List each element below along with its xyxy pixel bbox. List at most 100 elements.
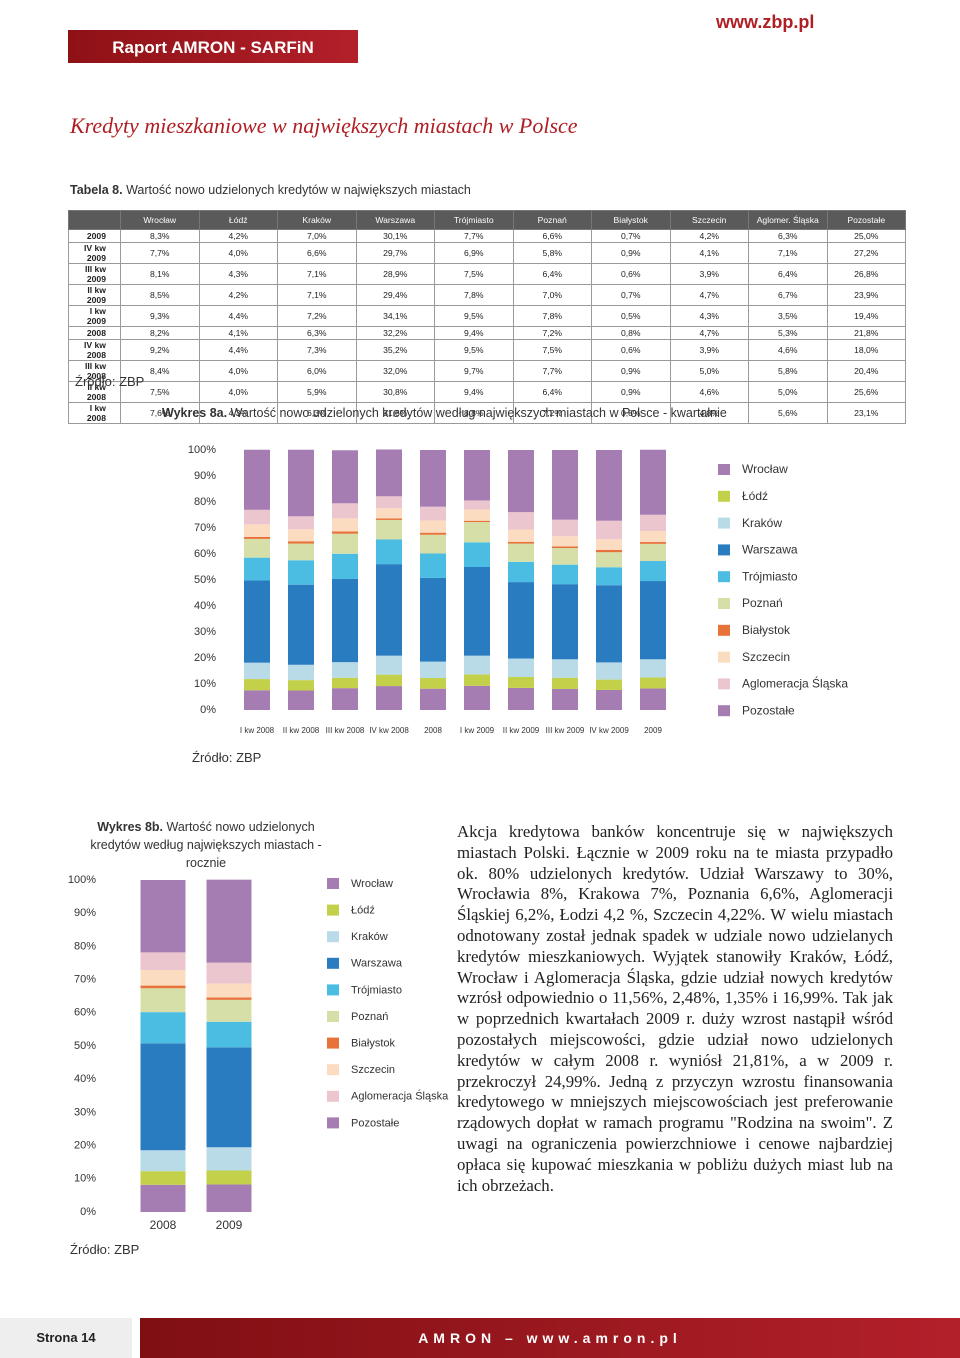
y-tick-label: 30% (74, 1106, 96, 1118)
bar-segment (332, 533, 358, 554)
legend-label: Łódź (742, 489, 768, 503)
legend-label: Poznań (351, 1011, 388, 1023)
bar-segment (420, 450, 446, 507)
legend-label: Poznań (742, 596, 783, 610)
cell: 6,3% (277, 402, 357, 425)
bar-segment (244, 509, 270, 525)
bar-segment (288, 449, 314, 517)
legend-swatch (718, 624, 730, 636)
bar-segment (640, 688, 666, 710)
bar-segment (332, 688, 358, 710)
body-text: Akcja kredytowa banków koncentruje się w… (457, 822, 893, 1195)
bar-segment (640, 531, 666, 543)
legend-swatch (718, 651, 730, 663)
bar-segment (464, 522, 490, 543)
bar-segment (332, 578, 358, 663)
y-tick-label: 40% (194, 600, 216, 612)
bar-segment (376, 564, 402, 656)
bar-segment (206, 962, 252, 984)
x-tick-label: IV kw 2008 (369, 726, 409, 735)
y-tick-label: 80% (194, 496, 216, 508)
legend-swatch (718, 598, 730, 609)
bar-segment (376, 655, 402, 675)
y-tick-label: 60% (74, 1007, 96, 1019)
x-tick-label: II kw 2009 (503, 726, 540, 735)
table-row: III kw 2008 8,4% 4,0% 6,0% 32,0% 9,7% 7,7% 0,9%… (68, 360, 906, 383)
cell: 18,0% (826, 339, 906, 362)
bar-segment (244, 580, 270, 663)
bar-segment (376, 518, 402, 520)
bar-segment (332, 518, 358, 532)
cell: 21,8% (826, 326, 906, 341)
cell: 7,2% (512, 402, 592, 425)
bar-segment (288, 664, 314, 681)
legend-label: Aglomeracja Śląska (742, 676, 848, 691)
bar-segment (288, 543, 314, 561)
bar-segment (206, 1047, 252, 1148)
y-tick-label: 20% (194, 652, 216, 664)
bar-segment (508, 512, 534, 530)
bar-segment (464, 509, 490, 521)
bar-segment (244, 557, 270, 581)
chart-title-label: Wykres 8a. (162, 406, 228, 420)
bar-segment (596, 662, 622, 680)
chart-title: Wykres 8a. Wartość nowo udzielonych kred… (162, 406, 727, 420)
x-tick-label: IV kw 2009 (589, 726, 629, 735)
x-tick-label: 2009 (644, 726, 662, 735)
bar-segment (420, 577, 446, 662)
row-label: I kw 2009 (68, 305, 121, 328)
bar-segment (464, 520, 490, 523)
column-header: Kraków (277, 210, 357, 230)
caption-text: Wartość nowo udzielonych kredytów w najw… (126, 183, 471, 197)
bar-segment (244, 449, 270, 510)
bar-segment (206, 1184, 252, 1212)
bar-segment (376, 508, 402, 519)
bar-segment (640, 543, 666, 562)
y-tick-label: 30% (194, 626, 216, 638)
legend-label: Pozostałe (351, 1117, 399, 1129)
x-tick-label: II kw 2008 (283, 726, 320, 735)
legend-label: Białystok (742, 623, 791, 637)
row-label: IV kw 2009 (68, 242, 121, 265)
legend-swatch (718, 571, 730, 583)
bar-segment (376, 674, 402, 687)
x-tick-label: 2008 (150, 1218, 177, 1232)
bar-segment (420, 506, 446, 521)
chart-title: Wykres 8b. Wartość nowo udzielonych kred… (72, 818, 340, 872)
bar-segment (376, 686, 402, 710)
bar-segment (288, 584, 314, 665)
table-row: 2009 8,3% 4,2% 7,0% 30,1% 7,7% 6,6% 0,7% 4,2% 6,3… (68, 228, 906, 244)
y-tick-label: 10% (74, 1173, 96, 1185)
bar-segment (206, 879, 252, 963)
bar-segment (596, 689, 622, 710)
bar-segment (464, 542, 490, 567)
y-tick-label: 20% (74, 1140, 96, 1152)
legend-swatch (327, 1064, 339, 1076)
bar-segment (206, 999, 252, 1022)
bar-segment (640, 542, 666, 544)
x-tick-label: I kw 2009 (460, 726, 495, 735)
bar-segment (332, 503, 358, 519)
bar-segment (376, 496, 402, 509)
legend-label: Szczecin (351, 1064, 395, 1076)
chart-title-label: Wykres 8b. (97, 820, 164, 834)
legend-swatch (327, 878, 339, 889)
bar-segment (596, 520, 622, 540)
bar-segment (640, 581, 666, 660)
bar-segment (244, 524, 270, 537)
report-banner: Raport AMRON - SARFiN (68, 30, 358, 63)
legend-label: Pozostałe (742, 703, 795, 717)
chart-source: Źródło: ZBP (192, 750, 262, 765)
bar-segment (420, 678, 446, 689)
cell: 4,7% (669, 326, 749, 341)
bar-segment (140, 1150, 186, 1172)
bar-segment (508, 543, 534, 562)
bar-segment (464, 674, 490, 686)
legend-label: Warszawa (742, 543, 798, 557)
bar-segment (464, 567, 490, 656)
page-number: Strona 14 (0, 1318, 132, 1358)
column-header: Trójmiasto (434, 210, 514, 230)
table-row: II kw 2008 7,5% 4,0% 5,9% 30,8% 9,4% 6,4% 0,9% 4… (68, 381, 906, 404)
y-tick-label: 100% (68, 874, 96, 886)
